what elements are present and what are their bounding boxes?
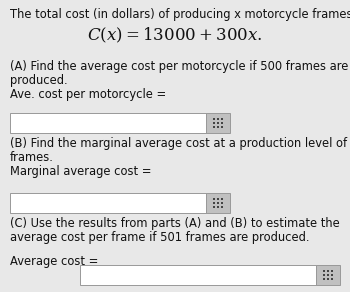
Text: (A) Find the average cost per motorcycle if 500 frames are: (A) Find the average cost per motorcycle… — [10, 60, 348, 73]
FancyBboxPatch shape — [206, 113, 230, 133]
FancyBboxPatch shape — [10, 193, 206, 213]
FancyBboxPatch shape — [80, 265, 316, 285]
Text: frames.: frames. — [10, 151, 54, 164]
Text: Average cost =: Average cost = — [10, 255, 98, 268]
Text: (C) Use the results from parts (A) and (B) to estimate the: (C) Use the results from parts (A) and (… — [10, 217, 340, 230]
Text: Ave. cost per motorcycle =: Ave. cost per motorcycle = — [10, 88, 166, 101]
Text: (B) Find the marginal average cost at a production level of 500: (B) Find the marginal average cost at a … — [10, 137, 350, 150]
Text: produced.: produced. — [10, 74, 68, 87]
FancyBboxPatch shape — [316, 265, 340, 285]
Text: The total cost (in dollars) of producing x motorcycle frames is: The total cost (in dollars) of producing… — [10, 8, 350, 21]
Text: average cost per frame if 501 frames are produced.: average cost per frame if 501 frames are… — [10, 231, 309, 244]
Text: Marginal average cost =: Marginal average cost = — [10, 165, 152, 178]
FancyBboxPatch shape — [206, 193, 230, 213]
FancyBboxPatch shape — [10, 113, 206, 133]
Text: $C(x) = 13000 + 300x.$: $C(x) = 13000 + 300x.$ — [88, 26, 262, 45]
